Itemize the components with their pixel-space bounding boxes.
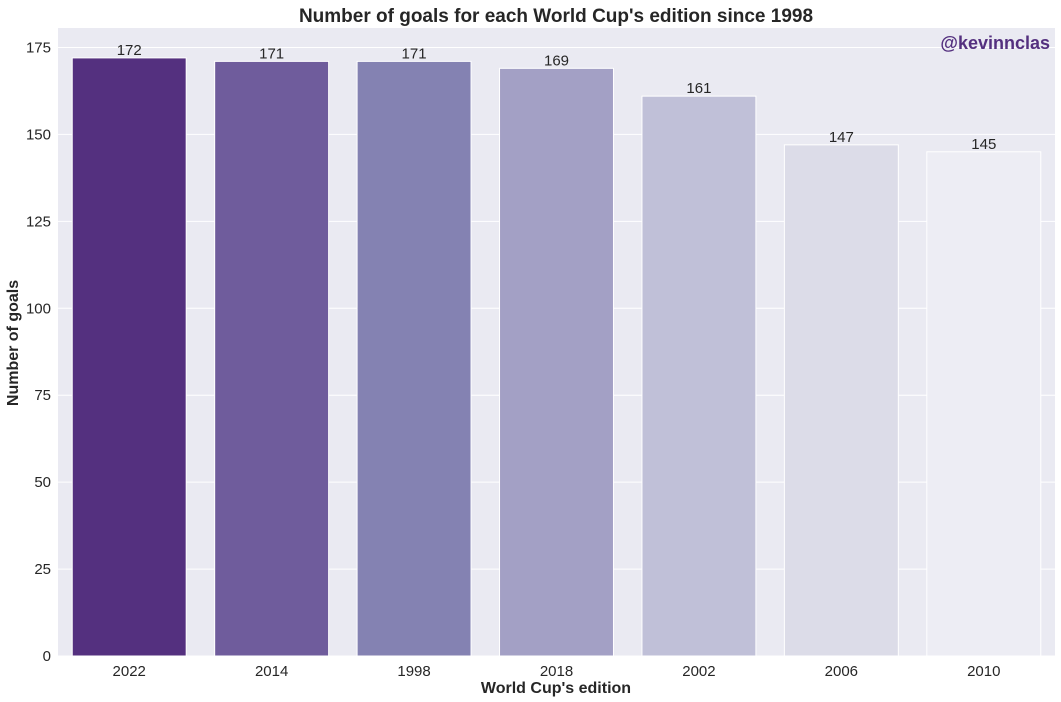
y-tick-label: 0 xyxy=(43,648,51,665)
data-labels: 172 171 171 169 161 147 145 xyxy=(117,42,997,153)
bar-2006 xyxy=(783,144,899,657)
x-tick-label: 2006 xyxy=(825,663,858,680)
data-label: 171 xyxy=(402,45,427,62)
data-label: 161 xyxy=(686,80,711,97)
y-tick-label: 75 xyxy=(34,387,51,404)
data-label: 145 xyxy=(971,136,996,153)
y-tick-label: 50 xyxy=(34,474,51,491)
bar-2002 xyxy=(641,95,757,657)
bar-1998 xyxy=(356,60,472,657)
y-axis-label: Number of goals xyxy=(5,280,22,406)
x-tick-label: 2022 xyxy=(113,663,146,680)
bar-2010 xyxy=(926,151,1042,657)
data-label: 172 xyxy=(117,42,142,59)
x-tick-label: 2002 xyxy=(682,663,715,680)
watermark-handle: @kevinnclas xyxy=(940,33,1050,53)
data-label: 169 xyxy=(544,52,569,69)
bar-2022 xyxy=(71,57,187,657)
y-axis-ticks: 0 25 50 75 100 125 150 175 xyxy=(26,39,51,665)
x-axis-label: World Cup's edition xyxy=(481,680,631,697)
chart-title: Number of goals for each World Cup's edi… xyxy=(299,6,813,27)
y-tick-label: 25 xyxy=(34,561,51,578)
data-label: 147 xyxy=(829,129,854,146)
x-tick-label: 2014 xyxy=(255,663,288,680)
x-axis-ticks: 2022 2014 1998 2018 2002 2006 2010 xyxy=(113,663,1001,680)
y-tick-label: 150 xyxy=(26,126,51,143)
y-tick-label: 125 xyxy=(26,213,51,230)
x-tick-label: 2018 xyxy=(540,663,573,680)
bar-2018 xyxy=(499,67,614,657)
y-tick-label: 100 xyxy=(26,300,51,317)
y-tick-label: 175 xyxy=(26,39,51,56)
x-tick-label: 2010 xyxy=(967,663,1000,680)
data-label: 171 xyxy=(259,45,284,62)
bars xyxy=(71,57,1042,657)
x-tick-label: 1998 xyxy=(397,663,430,680)
bar-2014 xyxy=(214,60,330,657)
